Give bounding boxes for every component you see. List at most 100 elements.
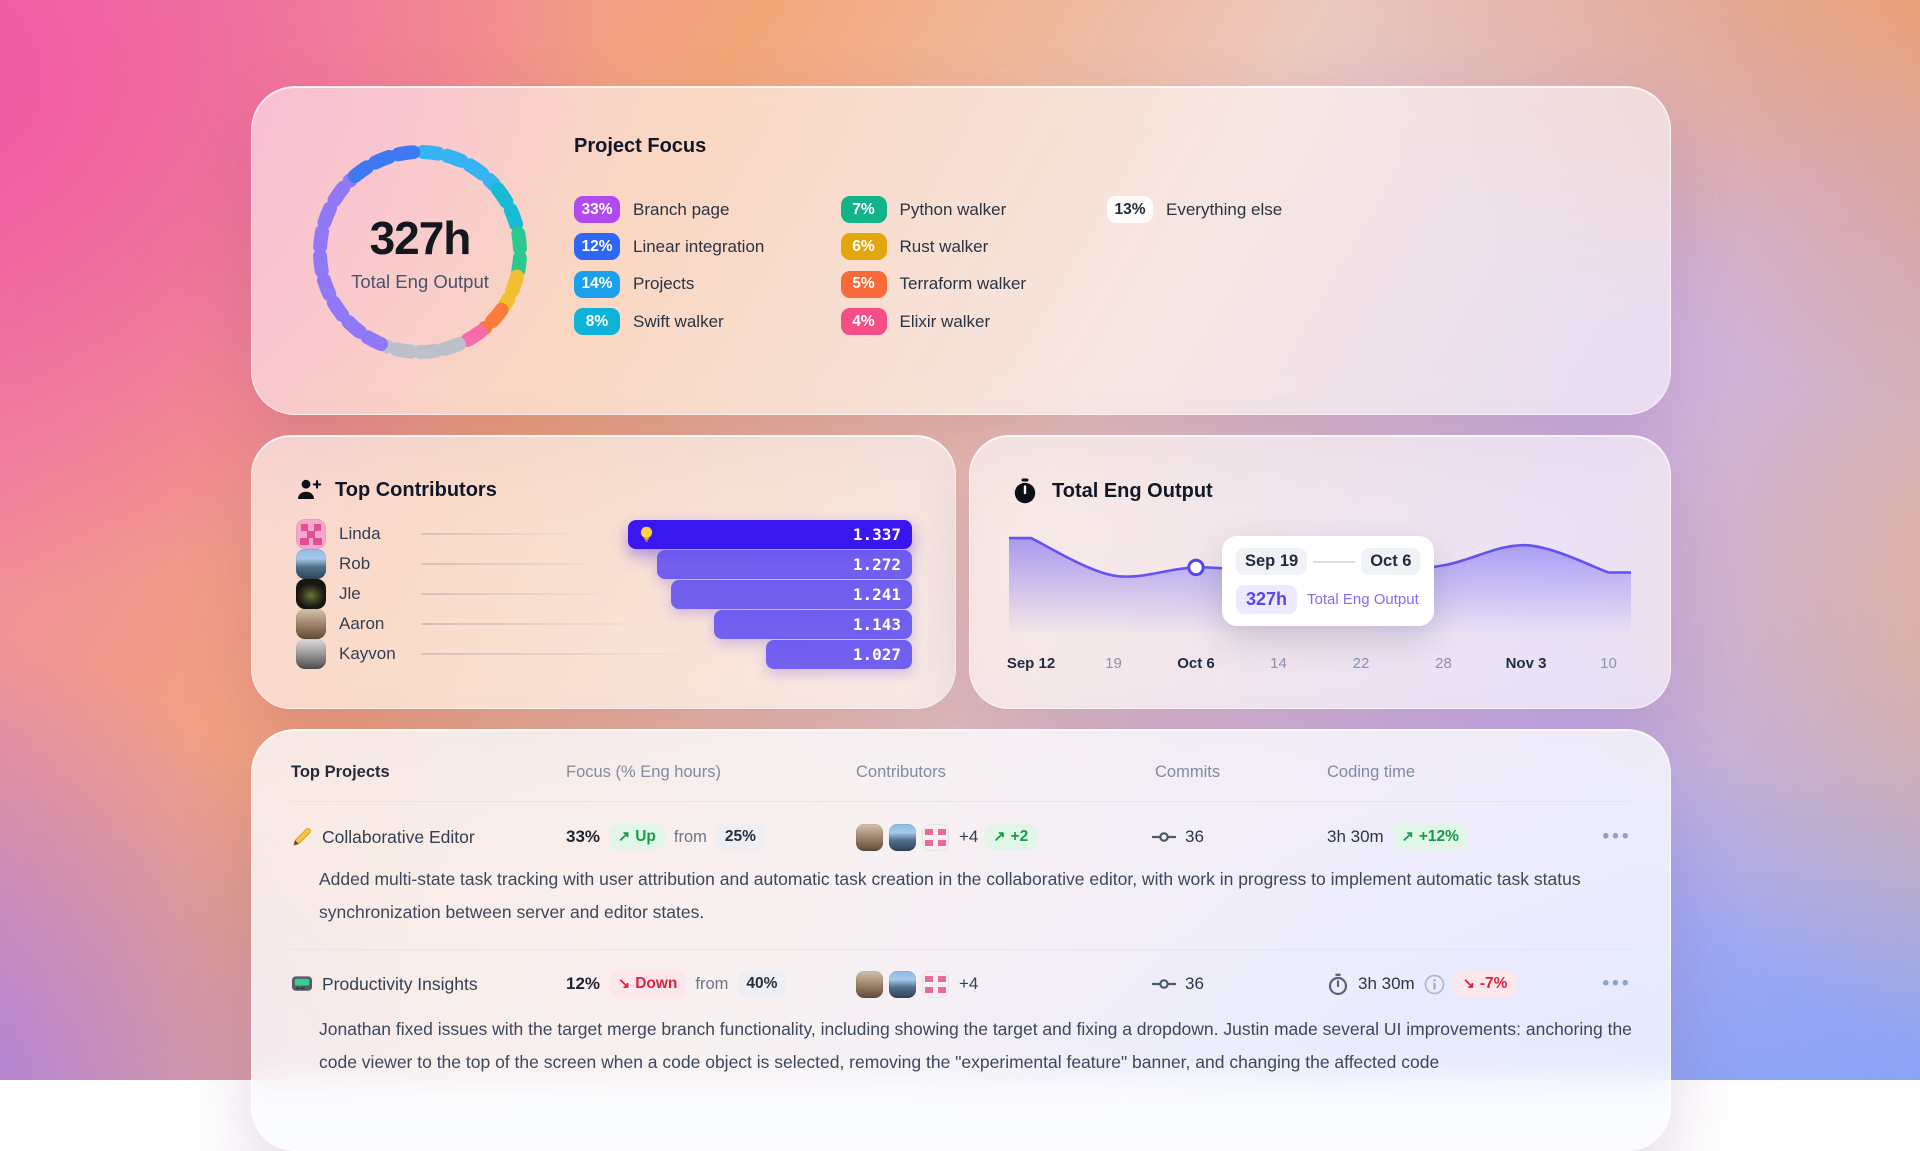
total-eng-hours-label: Total Eng Output <box>351 271 489 293</box>
project-focus-card: 327h Total Eng Output Project Focus 33% B… <box>251 86 1671 415</box>
avatar <box>296 609 326 639</box>
project-focus-donut: 327h Total Eng Output <box>300 132 540 372</box>
contributor-name: Linda <box>339 524 415 544</box>
lightbulb-icon <box>637 525 656 544</box>
coding-time-delta-badge: ↗+12% <box>1393 824 1468 850</box>
avatar <box>922 824 949 851</box>
legend-badge: 4% <box>841 308 887 335</box>
commits-count: 36 <box>1185 974 1204 994</box>
leader-line <box>421 593 653 595</box>
row-menu-button[interactable]: ••• <box>1603 973 1632 995</box>
legend-label: Branch page <box>633 200 729 220</box>
legend-item: 7% Python walker <box>841 196 1007 223</box>
from-label: from <box>674 828 707 847</box>
focus-percent: 33% <box>566 827 600 847</box>
legend-item: 12%Linear integration <box>574 233 764 260</box>
row-menu-button[interactable]: ••• <box>1603 826 1632 848</box>
legend-label: Everything else <box>1166 200 1282 220</box>
legend-label: Elixir walker <box>900 312 991 332</box>
tooltip-value-label: Total Eng Output <box>1307 591 1419 608</box>
focus-percent: 12% <box>566 974 600 994</box>
arrow-up-icon: ↗ <box>618 829 630 845</box>
col-header-coding-time: Coding time <box>1327 763 1415 782</box>
contributor-value: 1.272 <box>853 555 912 574</box>
extra-contributors-count: +4 <box>959 827 978 847</box>
legend-badge: 12% <box>574 233 620 260</box>
tooltip-date-to: Oct 6 <box>1361 548 1420 575</box>
contributor-value: 1.027 <box>853 645 912 664</box>
pager-icon <box>291 973 313 995</box>
avatar <box>856 971 883 998</box>
commit-icon <box>1152 976 1176 992</box>
timer-icon <box>1327 973 1349 996</box>
legend-badge: 6% <box>841 233 887 260</box>
arrow-down-icon: ↘ <box>618 976 630 992</box>
contributor-value: 1.241 <box>853 585 912 604</box>
legend-item: 14% Projects <box>574 271 694 298</box>
contributor-bar[interactable]: 1.027 <box>766 640 912 669</box>
legend-item: 8%Swift walker <box>574 308 724 335</box>
leader-line <box>421 623 696 625</box>
contributor-bar[interactable]: 1.272 <box>657 550 912 579</box>
legend-badge: 14% <box>574 271 620 298</box>
total-eng-output-title: Total Eng Output <box>1052 480 1213 503</box>
contributor-name: Kayvon <box>339 644 415 664</box>
chart-marker <box>1189 560 1203 574</box>
contributor-row: Linda 1.337 <box>296 519 912 549</box>
project-focus-legend: 33% Branch page 12%Linear integration 14% Pr… <box>574 196 1634 356</box>
x-axis-label: 14 <box>1270 655 1287 672</box>
contributor-value: 1.143 <box>853 615 912 634</box>
avatar <box>296 519 326 549</box>
legend-label: Rust walker <box>900 237 989 257</box>
avatar <box>889 971 916 998</box>
table-row-collaborative-editor[interactable]: Collaborative Editor 33% ↗Up from 25% +4… <box>252 821 1670 853</box>
contributor-bar[interactable]: 1.241 <box>671 580 912 609</box>
legend-badge: 5% <box>841 271 887 298</box>
from-label: from <box>695 975 728 994</box>
legend-item: 33% Branch page <box>574 196 729 223</box>
row-divider <box>291 949 1631 950</box>
tooltip-date-from: Sep 19 <box>1236 548 1307 575</box>
leader-line <box>421 533 610 535</box>
col-header-commits: Commits <box>1155 763 1220 782</box>
contributor-value: 1.337 <box>853 525 912 544</box>
legend-badge: 7% <box>841 196 887 223</box>
top-contributors-title: Top Contributors <box>335 479 497 502</box>
tooltip-range-line <box>1313 561 1355 563</box>
legend-item: 13% Everything else <box>1107 196 1282 223</box>
total-eng-hours: 327h <box>370 211 471 265</box>
contributor-name: Rob <box>339 554 415 574</box>
person-add-icon <box>296 478 322 502</box>
legend-badge: 13% <box>1107 196 1153 223</box>
previous-percent-badge: 25% <box>716 824 765 850</box>
leader-line <box>421 563 639 565</box>
trend-down-badge: ↘Down <box>609 971 686 997</box>
avatar <box>889 824 916 851</box>
info-icon <box>1424 974 1445 995</box>
arrow-up-icon: ↗ <box>1402 829 1414 845</box>
contributor-bar[interactable]: 1.143 <box>714 610 912 639</box>
project-focus-title: Project Focus <box>574 135 706 158</box>
table-row-productivity-insights[interactable]: Productivity Insights 12% ↘Down from 40%… <box>252 968 1670 1000</box>
coding-time-value: 3h 30m <box>1327 827 1384 847</box>
leader-line <box>421 653 748 655</box>
extra-contributors-count: +4 <box>959 974 978 994</box>
top-contributors-card: Top Contributors Linda 1.337 Rob 1.272 Jle 1.… <box>251 435 956 709</box>
x-axis-label: 28 <box>1435 655 1452 672</box>
x-axis-label: 19 <box>1105 655 1122 672</box>
legend-badge: 33% <box>574 196 620 223</box>
arrow-down-icon: ↘ <box>1463 976 1475 992</box>
contributor-row: Rob 1.272 <box>296 549 912 579</box>
avatar <box>296 579 326 609</box>
legend-label: Terraform walker <box>900 274 1027 294</box>
avatar <box>296 549 326 579</box>
avatar <box>856 824 883 851</box>
legend-item: 4% Elixir walker <box>841 308 991 335</box>
legend-label: Python walker <box>900 200 1007 220</box>
legend-label: Projects <box>633 274 694 294</box>
pencil-icon <box>291 826 313 848</box>
contributor-bar[interactable]: 1.337 <box>628 520 912 549</box>
legend-label: Swift walker <box>633 312 724 332</box>
contributor-name: Jle <box>339 584 415 604</box>
